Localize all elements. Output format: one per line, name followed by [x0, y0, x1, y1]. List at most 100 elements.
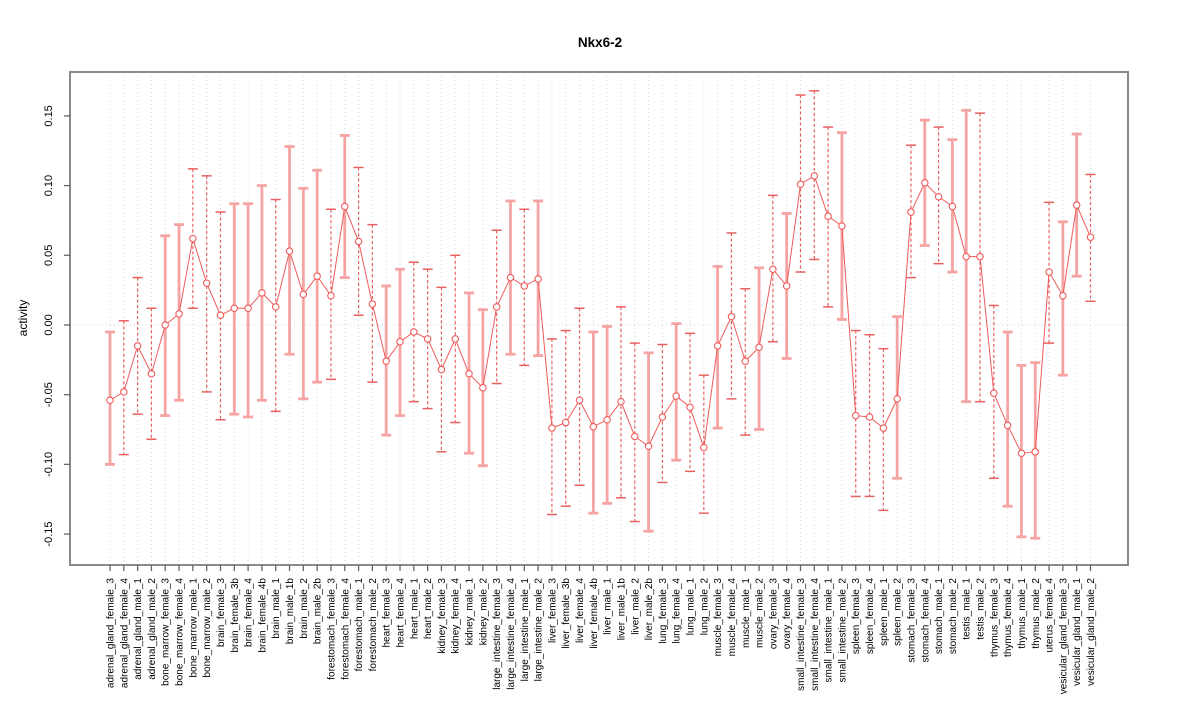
data-point [948, 202, 957, 211]
data-point [189, 234, 197, 243]
data-point [907, 208, 915, 216]
data-point [230, 304, 239, 313]
x-tick-label: bone_marrow_female_4 [175, 578, 186, 686]
data-point [589, 422, 598, 431]
x-tick-label: heart_female_4 [396, 578, 407, 648]
x-tick-label: brain_male_1 [271, 578, 282, 639]
x-tick-label: small_intestine_male_2 [837, 578, 848, 683]
data-point [962, 252, 970, 261]
x-tick-label: small_intestine_female_3 [796, 578, 807, 691]
y-tick-label: -0.10 [43, 452, 55, 477]
x-tick-label: bone_marrow_female_3 [161, 578, 172, 686]
data-point [492, 303, 501, 311]
y-tick-label: 0.10 [43, 175, 55, 196]
data-point [865, 413, 874, 421]
data-point [879, 424, 888, 432]
x-tick-label: adrenal_gland_male_1 [133, 578, 144, 680]
data-point [368, 300, 377, 308]
data-point [603, 416, 611, 424]
data-point [700, 443, 708, 452]
data-point [617, 397, 625, 406]
x-tick-label: stomach_female_4 [920, 578, 931, 663]
data-point [782, 282, 791, 290]
x-tick-label: kidney_female_4 [451, 578, 462, 654]
x-tick-label: small_intestine_female_4 [810, 578, 821, 691]
data-point [755, 343, 763, 352]
x-tick-label: spleen_male_2 [893, 578, 904, 646]
data-point [451, 335, 459, 343]
data-point [410, 328, 418, 336]
x-tick-label: brain_male_2b [313, 578, 324, 645]
data-point [534, 275, 542, 283]
x-tick-label: lung_male_1 [686, 578, 697, 636]
data-point [561, 418, 570, 427]
x-tick-label: brain_male_1b [285, 578, 296, 645]
y-tick-label: -0.15 [43, 522, 55, 547]
x-tick-label: muscle_female_4 [727, 578, 738, 657]
data-point [644, 442, 653, 450]
data-point [810, 172, 819, 180]
x-tick-label: spleen_female_4 [865, 578, 876, 655]
x-tick-label: bone_marrow_male_2 [202, 578, 213, 678]
data-point [258, 289, 266, 297]
x-tick-label: muscle_male_1 [741, 578, 752, 648]
data-point [161, 321, 169, 329]
x-tick-label: kidney_female_3 [437, 578, 448, 654]
x-tick-label: spleen_male_1 [879, 578, 890, 646]
x-tick-label: ovary_female_3 [768, 578, 779, 650]
x-tick-label: thymus_female_4 [1003, 578, 1014, 657]
x-tick-label: testis_male_1 [962, 578, 973, 640]
x-tick-label: adrenal_gland_female_3 [106, 578, 117, 689]
x-tick-label: liver_male_2b [644, 578, 655, 641]
data-point [796, 180, 805, 188]
data-point [686, 403, 694, 411]
data-point [520, 282, 529, 290]
x-tick-label: lung_female_4 [672, 578, 683, 644]
x-tick-label: spleen_female_3 [851, 578, 862, 655]
x-tick-label: thymus_female_3 [989, 578, 1000, 657]
data-point [1045, 268, 1053, 276]
x-tick-label: heart_male_1 [409, 578, 420, 640]
data-point [658, 413, 667, 421]
data-point [437, 365, 446, 374]
x-tick-label: liver_male_1 [603, 578, 614, 635]
data-point [465, 370, 473, 378]
data-point [382, 357, 390, 365]
data-point [299, 290, 308, 299]
x-tick-label: heart_male_2 [423, 578, 434, 640]
x-tick-label: liver_male_1b [616, 578, 627, 641]
x-tick-label: thymus_male_2 [1031, 578, 1042, 649]
data-point [575, 396, 584, 404]
x-tick-label: brain_male_2 [299, 578, 310, 639]
x-tick-label: brain_female_4 [244, 578, 255, 647]
data-point [271, 303, 280, 311]
x-tick-label: small_intestine_male_1 [824, 578, 835, 683]
data-point [147, 370, 156, 378]
x-tick-label: forestomach_male_1 [354, 578, 365, 672]
x-tick-label: kidney_male_1 [465, 578, 476, 646]
data-point [1086, 233, 1095, 241]
data-point [990, 389, 998, 398]
data-point [631, 432, 639, 441]
x-tick-label: forestomach_female_3 [326, 578, 337, 680]
x-tick-label: muscle_male_2 [755, 578, 766, 648]
data-point [133, 342, 142, 350]
data-point [1031, 448, 1040, 456]
x-tick-label: forestomach_male_2 [368, 578, 379, 672]
x-tick-label: liver_female_3b [561, 578, 572, 649]
data-point [216, 311, 225, 319]
y-axis-label: activity [16, 300, 30, 337]
x-tick-label: vesicular_gland_male_1 [1072, 578, 1083, 686]
data-point [934, 192, 943, 201]
data-point [396, 337, 404, 346]
x-tick-label: large_intestine_male_2 [534, 578, 545, 682]
y-tick-label: 0.00 [43, 314, 55, 335]
data-point [1003, 421, 1012, 430]
data-point [106, 396, 114, 404]
y-tick-label: -0.05 [43, 382, 55, 407]
data-point [354, 237, 363, 246]
data-point [741, 357, 750, 365]
data-point [285, 247, 294, 255]
data-point [838, 222, 846, 230]
